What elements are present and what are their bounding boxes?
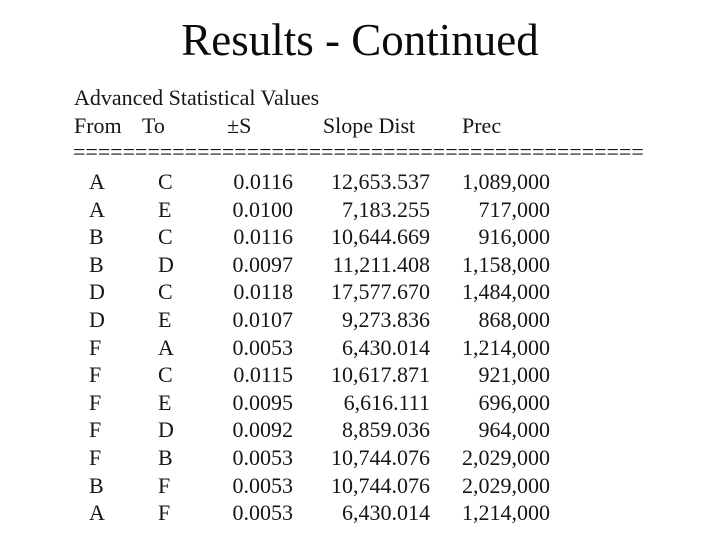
table-row: B C 0.0116 10,644.669 916,000 bbox=[74, 223, 651, 251]
cell-from: B bbox=[89, 224, 104, 250]
cell-slope-dist: 6,430.014 bbox=[342, 334, 430, 360]
cell-from: A bbox=[89, 196, 105, 222]
table-body: A C 0.0116 12,653.537 1,089,000 A E 0.01… bbox=[74, 168, 651, 527]
cell-s: 0.0115 bbox=[233, 362, 293, 388]
cell-from: F bbox=[89, 417, 102, 443]
cell-slope-dist: 7,183.255 bbox=[342, 196, 430, 222]
col-header-slope-dist: Slope Dist bbox=[322, 113, 416, 138]
cell-to: E bbox=[158, 306, 172, 332]
cell-from: A bbox=[89, 500, 105, 526]
slide-title: Results - Continued bbox=[181, 15, 539, 65]
cell-s: 0.0118 bbox=[233, 279, 293, 305]
cell-s: 0.0053 bbox=[232, 500, 294, 526]
cell-s: 0.0053 bbox=[232, 444, 294, 470]
cell-s: 0.0116 bbox=[233, 224, 293, 250]
cell-prec: 868,000 bbox=[478, 306, 551, 332]
cell-to: D bbox=[158, 251, 174, 277]
table-row: F E 0.0095 6,616.111 696,000 bbox=[74, 389, 651, 417]
cell-s: 0.0107 bbox=[232, 306, 294, 332]
cell-s: 0.0053 bbox=[232, 334, 294, 360]
cell-prec: 916,000 bbox=[478, 224, 551, 250]
table-row: B F 0.0053 10,744.076 2,029,000 bbox=[74, 472, 651, 500]
cell-from: F bbox=[89, 389, 102, 415]
cell-s: 0.0053 bbox=[232, 472, 294, 498]
cell-slope-dist: 11,211.408 bbox=[332, 251, 430, 277]
table-row: A F 0.0053 6,430.014 1,214,000 bbox=[74, 499, 651, 527]
cell-to: E bbox=[158, 389, 172, 415]
report-caption: Advanced Statistical Values bbox=[74, 85, 320, 110]
cell-to: C bbox=[158, 362, 173, 388]
cell-from: D bbox=[89, 306, 105, 332]
col-header-prec: Prec bbox=[462, 113, 502, 138]
cell-slope-dist: 6,430.014 bbox=[342, 500, 430, 526]
cell-prec: 1,158,000 bbox=[462, 251, 550, 277]
cell-slope-dist: 10,744.076 bbox=[331, 472, 430, 498]
cell-to: F bbox=[158, 472, 171, 498]
table-header-row: From To ±S Slope Dist Prec bbox=[74, 112, 651, 140]
cell-prec: 1,484,000 bbox=[462, 279, 550, 305]
cell-from: F bbox=[89, 362, 102, 388]
cell-slope-dist: 10,617.871 bbox=[331, 362, 430, 388]
cell-from: F bbox=[89, 334, 102, 360]
cell-slope-dist: 17,577.670 bbox=[331, 279, 430, 305]
cell-to: B bbox=[158, 444, 173, 470]
cell-slope-dist: 12,653.537 bbox=[331, 169, 430, 194]
cell-slope-dist: 10,744.076 bbox=[331, 444, 430, 470]
cell-from: A bbox=[89, 169, 105, 194]
cell-to: C bbox=[158, 224, 173, 250]
cell-prec: 921,000 bbox=[478, 362, 551, 388]
col-header-to: To bbox=[142, 113, 165, 138]
table-row: F C 0.0115 10,617.871 921,000 bbox=[74, 361, 651, 389]
cell-prec: 2,029,000 bbox=[462, 444, 550, 470]
cell-prec: 2,029,000 bbox=[462, 472, 550, 498]
cell-prec: 964,000 bbox=[478, 417, 551, 443]
cell-to: A bbox=[158, 334, 174, 360]
cell-prec: 1,214,000 bbox=[462, 500, 550, 526]
cell-from: D bbox=[89, 279, 105, 305]
cell-slope-dist: 6,616.111 bbox=[343, 389, 430, 415]
cell-to: E bbox=[158, 196, 172, 222]
table-row: A E 0.0100 7,183.255 717,000 bbox=[74, 196, 651, 224]
cell-slope-dist: 10,644.669 bbox=[331, 224, 430, 250]
table-row: F A 0.0053 6,430.014 1,214,000 bbox=[74, 334, 651, 362]
cell-prec: 1,089,000 bbox=[462, 169, 550, 194]
cell-s: 0.0097 bbox=[232, 251, 294, 277]
cell-s: 0.0092 bbox=[232, 417, 294, 443]
cell-s: 0.0116 bbox=[233, 169, 293, 194]
cell-to: C bbox=[158, 279, 173, 305]
table-row: A C 0.0116 12,653.537 1,089,000 bbox=[74, 168, 651, 196]
cell-s: 0.0095 bbox=[232, 389, 294, 415]
cell-prec: 717,000 bbox=[478, 196, 551, 222]
col-header-s: ±S bbox=[227, 113, 252, 138]
table-row: D C 0.0118 17,577.670 1,484,000 bbox=[74, 278, 651, 306]
cell-slope-dist: 9,273.836 bbox=[342, 306, 430, 332]
col-header-from: From bbox=[74, 113, 122, 138]
cell-prec: 1,214,000 bbox=[462, 334, 550, 360]
cell-prec: 696,000 bbox=[478, 389, 551, 415]
cell-s: 0.0100 bbox=[232, 196, 294, 222]
cell-from: F bbox=[89, 444, 102, 470]
table-row: F B 0.0053 10,744.076 2,029,000 bbox=[74, 444, 651, 472]
table-row: D E 0.0107 9,273.836 868,000 bbox=[74, 306, 651, 334]
cell-slope-dist: 8,859.036 bbox=[342, 417, 430, 443]
cell-from: B bbox=[89, 251, 104, 277]
cell-to: F bbox=[158, 500, 171, 526]
cell-to: C bbox=[158, 169, 173, 194]
cell-from: B bbox=[89, 472, 104, 498]
header-separator: ========================================… bbox=[73, 140, 644, 164]
statistical-report: Advanced Statistical Values From To ±S S… bbox=[73, 84, 651, 527]
table-row: B D 0.0097 11,211.408 1,158,000 bbox=[74, 251, 651, 279]
cell-to: D bbox=[158, 417, 174, 443]
table-row: F D 0.0092 8,859.036 964,000 bbox=[74, 416, 651, 444]
